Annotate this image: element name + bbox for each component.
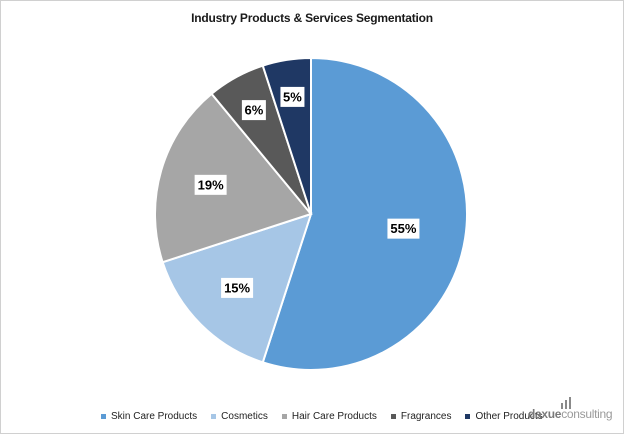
data-label-box — [194, 174, 227, 195]
data-label: 15% — [221, 277, 254, 298]
legend-item-skin-care: Skin Care Products — [101, 411, 197, 422]
slice-skin-care — [261, 56, 468, 371]
legend-swatch — [281, 414, 287, 419]
legend-item-other: Other Products — [465, 411, 543, 422]
data-label: 6% — [241, 100, 266, 121]
legend-swatch — [101, 414, 106, 419]
data-label-box — [387, 218, 420, 239]
legend: Skin Care Products Cosmetics Hair Care P… — [101, 411, 543, 422]
chart-title: Industry Products & Services Segmentatio… — [191, 11, 433, 25]
legend-item-fragrances: Fragrances — [390, 411, 452, 422]
data-label-text: 55% — [390, 221, 416, 236]
legend-item-hair-care: Hair Care Products — [281, 411, 377, 422]
brand-name-part1: daxue — [528, 407, 562, 421]
legend-label: Fragrances — [400, 411, 452, 422]
data-label-text: 6% — [244, 103, 263, 118]
legend-item-cosmetics: Cosmetics — [211, 411, 268, 422]
data-label: 19% — [194, 174, 227, 195]
legend-swatch — [211, 414, 217, 419]
legend-label: Hair Care Products — [291, 411, 377, 422]
legend-label: Cosmetics — [221, 411, 268, 422]
data-label-text: 15% — [224, 280, 250, 295]
data-label-box — [241, 100, 266, 121]
data-label-text: 19% — [198, 177, 224, 192]
slice-hair-care — [154, 92, 313, 264]
data-label: 5% — [280, 86, 305, 107]
data-label-box — [221, 277, 254, 298]
data-label-box — [280, 86, 305, 107]
legend-label: Other Products — [475, 411, 543, 422]
data-label-text: 5% — [283, 89, 302, 104]
legend-swatch — [390, 414, 396, 419]
brand-logo-icon — [561, 397, 571, 409]
brand-logo: daxueconsulting — [528, 407, 613, 421]
data-label: 55% — [387, 218, 420, 239]
legend-label: Skin Care Products — [111, 411, 198, 422]
brand-name-part2: consulting — [561, 407, 613, 421]
legend-swatch — [465, 414, 471, 419]
